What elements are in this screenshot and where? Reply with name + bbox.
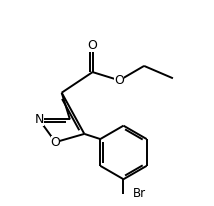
Text: Br: Br [133, 187, 146, 200]
Text: N: N [34, 113, 44, 126]
Text: O: O [88, 39, 98, 52]
Text: O: O [51, 136, 60, 149]
Text: O: O [114, 74, 124, 87]
